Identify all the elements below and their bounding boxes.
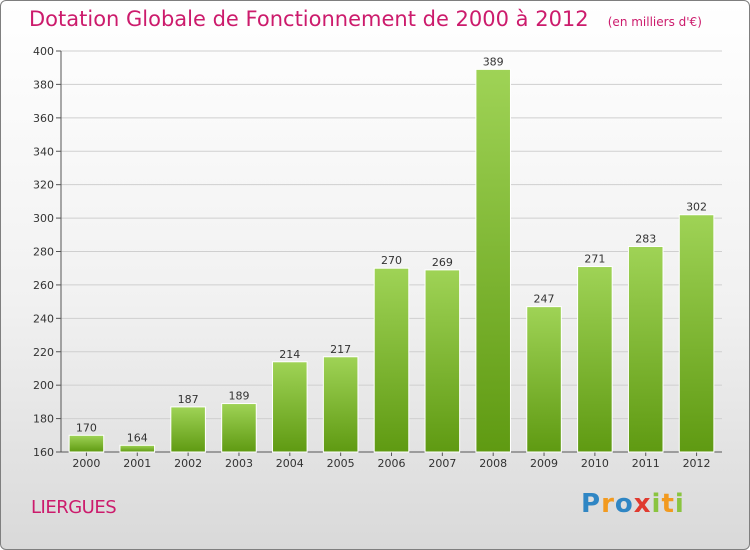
y-tick-label: 280	[33, 246, 54, 259]
x-tick-label: 2005	[327, 457, 355, 470]
y-tick-label: 260	[33, 279, 54, 292]
y-tick-label: 340	[33, 145, 54, 158]
y-tick-label: 320	[33, 179, 54, 192]
logo-letter: P	[581, 489, 602, 519]
proxiti-logo: Proxiti	[581, 489, 685, 519]
logo-letter: i	[674, 489, 685, 519]
y-tick-label: 300	[33, 212, 54, 225]
commune-name: LIERGUES	[31, 497, 117, 518]
data-label: 247	[534, 293, 555, 306]
logo-letter: r	[601, 489, 615, 519]
bar	[119, 444, 156, 453]
bar	[526, 306, 562, 453]
chart-subtitle: (en milliers d'€)	[607, 15, 702, 29]
x-tick-label: 2006	[378, 457, 406, 470]
title-row: Dotation Globale de Fonctionnement de 20…	[29, 7, 702, 31]
y-tick-label: 400	[33, 45, 54, 58]
data-label: 170	[76, 421, 97, 434]
bar	[221, 403, 257, 453]
y-tick-label: 380	[33, 78, 54, 91]
data-label: 283	[635, 232, 656, 245]
data-label: 389	[483, 55, 504, 68]
x-tick-label: 2011	[632, 457, 660, 470]
y-tick-label: 200	[33, 379, 54, 392]
data-label: 271	[584, 253, 605, 266]
bar	[272, 361, 308, 453]
y-tick-label: 360	[33, 112, 54, 125]
logo-letter: t	[661, 489, 675, 519]
x-tick-label: 2009	[530, 457, 558, 470]
logo-letter: x	[633, 489, 652, 519]
bar	[475, 68, 511, 453]
data-label: 217	[330, 343, 351, 356]
bar	[678, 214, 715, 453]
logo-letter: i	[651, 489, 662, 519]
bar	[170, 406, 206, 453]
logo-letter: o	[614, 489, 634, 519]
data-label: 270	[381, 254, 402, 267]
labels: 160 180 200 220 240 260 280 300 320 340 360 380 400 1…	[33, 45, 711, 470]
data-label: 269	[432, 256, 453, 269]
y-tick-label: 240	[33, 312, 54, 325]
bar	[424, 269, 461, 453]
bar	[577, 266, 613, 453]
x-tick-label: 2000	[72, 457, 100, 470]
x-tick-label: 2007	[428, 457, 456, 470]
data-label: 214	[279, 348, 300, 361]
x-tick-label: 2004	[276, 457, 304, 470]
y-tick-label: 160	[33, 446, 54, 459]
x-tick-label: 2003	[225, 457, 253, 470]
bars	[68, 68, 715, 453]
y-tick-label: 180	[33, 413, 54, 426]
x-tick-label: 2008	[479, 457, 507, 470]
x-tick-label: 2010	[581, 457, 609, 470]
chart-title: Dotation Globale de Fonctionnement de 20…	[29, 7, 589, 31]
bar	[627, 245, 664, 453]
x-tick-label: 2012	[683, 457, 711, 470]
data-label: 189	[228, 390, 249, 403]
bar	[373, 267, 410, 453]
bar	[322, 356, 359, 453]
x-tick-label: 2002	[174, 457, 202, 470]
y-tick-label: 220	[33, 346, 54, 359]
data-label: 164	[127, 431, 148, 444]
bar	[68, 434, 105, 453]
data-label: 302	[686, 201, 707, 214]
x-tick-label: 2001	[123, 457, 151, 470]
data-label: 187	[178, 393, 199, 406]
